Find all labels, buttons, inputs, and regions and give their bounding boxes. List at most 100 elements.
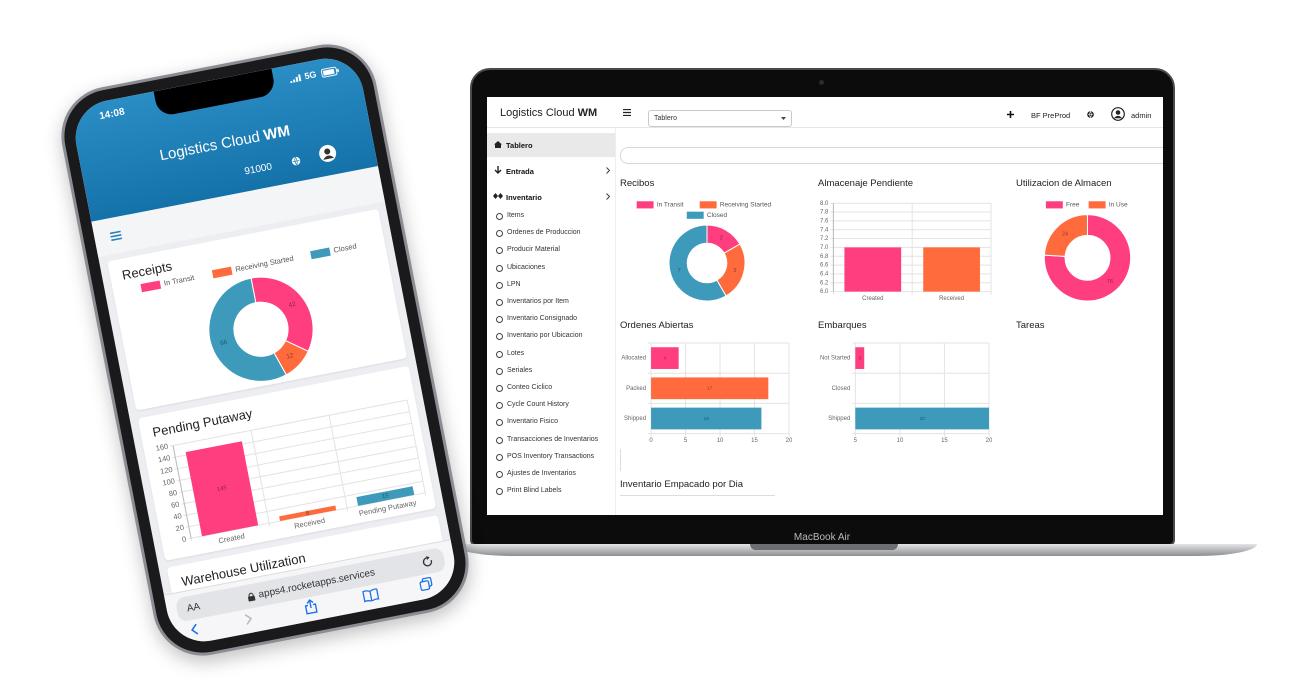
address-bar[interactable]: AA apps4.rocketapps.services xyxy=(174,546,447,623)
legend-swatch xyxy=(310,247,331,260)
user-avatar[interactable] xyxy=(317,143,338,164)
bar xyxy=(279,505,337,522)
tabs-button[interactable] xyxy=(418,576,433,591)
browser-bar: AA apps4.rocketapps.services xyxy=(163,539,461,648)
bullet xyxy=(496,230,503,238)
legend-label: In Transit xyxy=(657,202,684,209)
x-tick-label: 10 xyxy=(897,438,904,444)
card: Receipts In Transit Receiving Started Clos… xyxy=(107,208,408,411)
submenu-label: Conteo Ciclico xyxy=(507,384,553,391)
submenu-item[interactable]: Inventario Consignado xyxy=(487,313,615,325)
menu-toggle[interactable] xyxy=(109,230,123,242)
y-tick-label: 120 xyxy=(159,465,173,476)
battery-icon xyxy=(320,66,340,78)
submenu-label: Items xyxy=(507,212,525,219)
bullet xyxy=(496,471,503,478)
chevron xyxy=(606,193,610,200)
submenu-item[interactable]: Print Blind Labels xyxy=(487,485,615,497)
environment[interactable]: BF PreProd xyxy=(1031,111,1071,120)
chart-plot: In Transit Receiving Started Closed 42 12 66 xyxy=(140,241,357,382)
bookmarks-button[interactable] xyxy=(362,588,380,603)
submenu-item[interactable]: Lotes xyxy=(487,348,615,360)
submenu-label: Inventarios por Item xyxy=(507,298,569,305)
submenu-item[interactable]: Cycle Count History xyxy=(487,399,615,411)
menu-label: Inventario xyxy=(506,193,542,202)
y-tick-label: 160 xyxy=(155,442,169,453)
submenu-item[interactable]: Ajustes de Inventarios xyxy=(487,468,615,480)
submenu-item[interactable]: POS Inventory Transactions xyxy=(487,451,615,463)
menu-toggle[interactable] xyxy=(623,109,631,116)
x-tick-label: Created xyxy=(218,531,246,545)
legend-label: Free xyxy=(1066,202,1080,209)
y-tick-label: 140 xyxy=(157,453,171,464)
bullet xyxy=(496,316,503,324)
chart-plot: Free In Use 76 24 xyxy=(1043,201,1132,302)
submenu-item[interactable]: Seriales xyxy=(487,365,615,377)
legend-label: In Use xyxy=(1109,202,1128,209)
user-name[interactable]: admin xyxy=(1131,111,1152,120)
reload-icon[interactable] xyxy=(421,555,434,569)
app-name: Logistics Cloud xyxy=(500,107,575,119)
submenu-item[interactable]: Ordenes de Produccion xyxy=(487,227,615,239)
y-tick-label: 7.4 xyxy=(820,227,829,233)
page-select[interactable]: Tablero xyxy=(648,110,792,127)
bullet xyxy=(496,247,503,255)
user-avatar[interactable] xyxy=(1111,107,1125,121)
menu-item[interactable]: Entrada xyxy=(487,160,615,182)
reader-button[interactable]: AA xyxy=(185,601,202,615)
menu-item[interactable]: Tablero xyxy=(487,133,615,157)
legend-swatch xyxy=(1045,201,1063,209)
submenu-item[interactable]: Conteo Ciclico xyxy=(487,382,615,394)
y-tick-label: Closed xyxy=(832,386,851,392)
phone: 14:08 5G Logistics CloudWM 91000 Receipt… xyxy=(52,35,478,665)
chart-plot: 020406080100120140160Created145Received8… xyxy=(155,399,427,545)
submenu-item[interactable]: Producir Material xyxy=(487,244,615,256)
submenu-item[interactable]: Inventario por Ubicacion xyxy=(487,330,615,342)
data-label: 20 xyxy=(919,416,925,422)
forward-button[interactable] xyxy=(244,613,253,626)
legend-swatch xyxy=(636,201,654,209)
back-button[interactable] xyxy=(190,623,199,636)
share-button[interactable] xyxy=(303,598,318,615)
search-bar[interactable] xyxy=(620,147,1163,164)
submenu-item[interactable]: Ubicaciones xyxy=(487,262,615,274)
sidebar: Tablero Entrada Inventario Items Ordenes … xyxy=(487,128,616,515)
submenu-label: Ubicaciones xyxy=(507,263,546,271)
submenu-item[interactable]: LPN xyxy=(487,279,615,291)
submenu-label: LPN xyxy=(507,280,521,288)
add-button[interactable] xyxy=(1007,111,1014,118)
x-tick-label: 15 xyxy=(751,438,758,444)
panel-title: Utilizacion de Almacen xyxy=(1016,178,1112,189)
panel-title: Recibos xyxy=(620,178,655,189)
y-tick-label: 7.2 xyxy=(820,236,829,242)
home-icon xyxy=(494,141,502,148)
page-select-value: Tablero xyxy=(654,115,677,122)
menu-label: Entrada xyxy=(506,167,534,176)
chart: 0 20 40 60 80 100 120 140 160 Created 145 Received 8… xyxy=(147,394,432,557)
y-tick-label: Allocated xyxy=(621,356,646,362)
submenu-item[interactable]: Inventario Fisico xyxy=(487,416,615,428)
globe-icon[interactable] xyxy=(291,156,302,167)
globe-icon[interactable] xyxy=(1087,111,1094,118)
chart: In Transit Receiving Started Closed 42 12 66 xyxy=(116,235,403,408)
y-tick-label: 100 xyxy=(162,476,176,487)
data-label: 24 xyxy=(1062,231,1068,237)
url[interactable]: apps4.rocketapps.services xyxy=(257,567,376,601)
laptop-screen: Logistics Cloud WM Tablero BF PreProd adm… xyxy=(487,97,1163,515)
data-label: 66 xyxy=(220,339,229,347)
submenu-item[interactable]: Inventarios por Item xyxy=(487,296,615,308)
data-label: 12 xyxy=(286,352,295,360)
submenu-item[interactable]: Transacciones de Inventarios xyxy=(487,434,615,446)
bullet xyxy=(496,453,503,461)
app-header: Logistics Cloud WM Tablero BF PreProd adm… xyxy=(487,97,1163,128)
y-tick-label: 60 xyxy=(170,500,180,510)
legend-swatch xyxy=(686,211,704,219)
submenu-item[interactable]: Items xyxy=(487,210,615,222)
chart-plot: 6.0 6.2 6.4 6.6 6.8 7.0 7.2 7.4 7.6 7.8 8.0 Created… xyxy=(820,201,992,302)
menu-item[interactable]: Inventario xyxy=(487,186,615,208)
bullet xyxy=(496,436,503,444)
submenu-label: POS Inventory Transactions xyxy=(507,452,595,460)
chevron xyxy=(606,167,610,174)
bullet xyxy=(496,367,503,375)
